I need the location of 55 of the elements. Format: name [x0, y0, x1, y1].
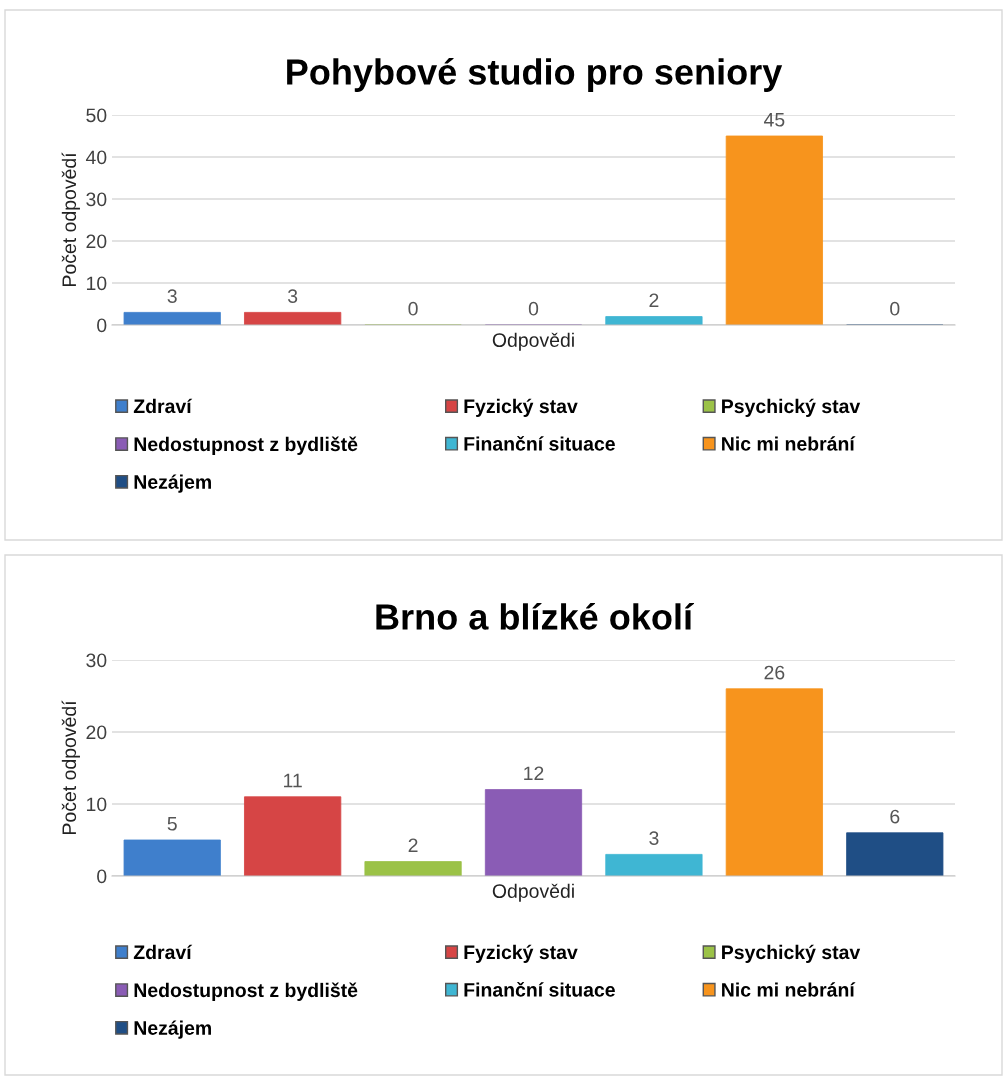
x-axis-title: Odpovědi: [492, 332, 574, 351]
legend-label: Nic mi nebrání: [722, 436, 856, 451]
bar: [725, 688, 823, 876]
bar: [123, 311, 221, 325]
data-label: 6: [890, 809, 900, 824]
legend-label: Nezájem: [134, 1020, 211, 1039]
data-label: 11: [284, 773, 302, 788]
data-label: 0: [528, 301, 539, 316]
legend-label: Zdraví: [133, 944, 193, 960]
data-label: 5: [167, 817, 177, 831]
bar: [484, 789, 583, 876]
bar: [605, 853, 703, 876]
bar: [123, 839, 221, 876]
y-axis-title: Počet odpovědí: [61, 700, 80, 834]
data-label: 26: [764, 665, 785, 680]
y-tick-label: 40: [85, 150, 107, 165]
legend-label: Fyzický stav: [464, 944, 578, 963]
y-tick-label: 0: [97, 318, 107, 333]
legend-label: Psychický stav: [722, 398, 861, 417]
bar: [244, 311, 342, 325]
y-tick-label: 30: [86, 192, 107, 207]
legend-label: Nedostupnost z bydliště: [134, 982, 358, 1001]
data-label: 2: [408, 838, 418, 853]
legend-label: Nezájem: [134, 474, 211, 493]
data-label: 0: [408, 301, 418, 316]
bar: [725, 135, 823, 325]
bar: [244, 796, 342, 876]
legend-label: Finanční situace: [464, 436, 615, 451]
data-label: 3: [649, 831, 659, 845]
legend-label: Psychický stav: [722, 944, 861, 963]
legend-label: Finanční situace: [464, 982, 615, 997]
y-tick-label: 10: [87, 797, 107, 812]
data-label: 2: [649, 293, 659, 308]
chart-title: Pohybové studio pro seniory: [287, 57, 783, 92]
bar: [605, 316, 703, 325]
y-axis-title: Počet odpovědí: [61, 152, 80, 286]
data-label: 0: [890, 301, 900, 316]
y-tick-label: 50: [86, 108, 107, 123]
y-tick-label: 10: [87, 276, 107, 291]
y-tick-label: 30: [86, 653, 107, 668]
y-tick-label: 20: [86, 725, 107, 740]
data-label: 12: [524, 766, 544, 781]
y-tick-label: 0: [97, 869, 107, 884]
y-tick-label: 20: [86, 234, 107, 249]
bar: [846, 832, 944, 876]
legend-label: Zdraví: [133, 398, 193, 414]
data-label: 3: [287, 289, 298, 303]
legend-label: Nic mi nebrání: [722, 982, 856, 997]
bar: [364, 861, 462, 876]
legend-label: Fyzický stav: [464, 398, 578, 417]
x-axis-title: Odpovědi: [492, 883, 574, 902]
legend-label: Nedostupnost z bydliště: [134, 436, 358, 455]
data-label: 3: [167, 289, 177, 303]
data-label: 45: [763, 113, 785, 127]
chart-title: Brno a blízké okolí: [376, 602, 695, 630]
